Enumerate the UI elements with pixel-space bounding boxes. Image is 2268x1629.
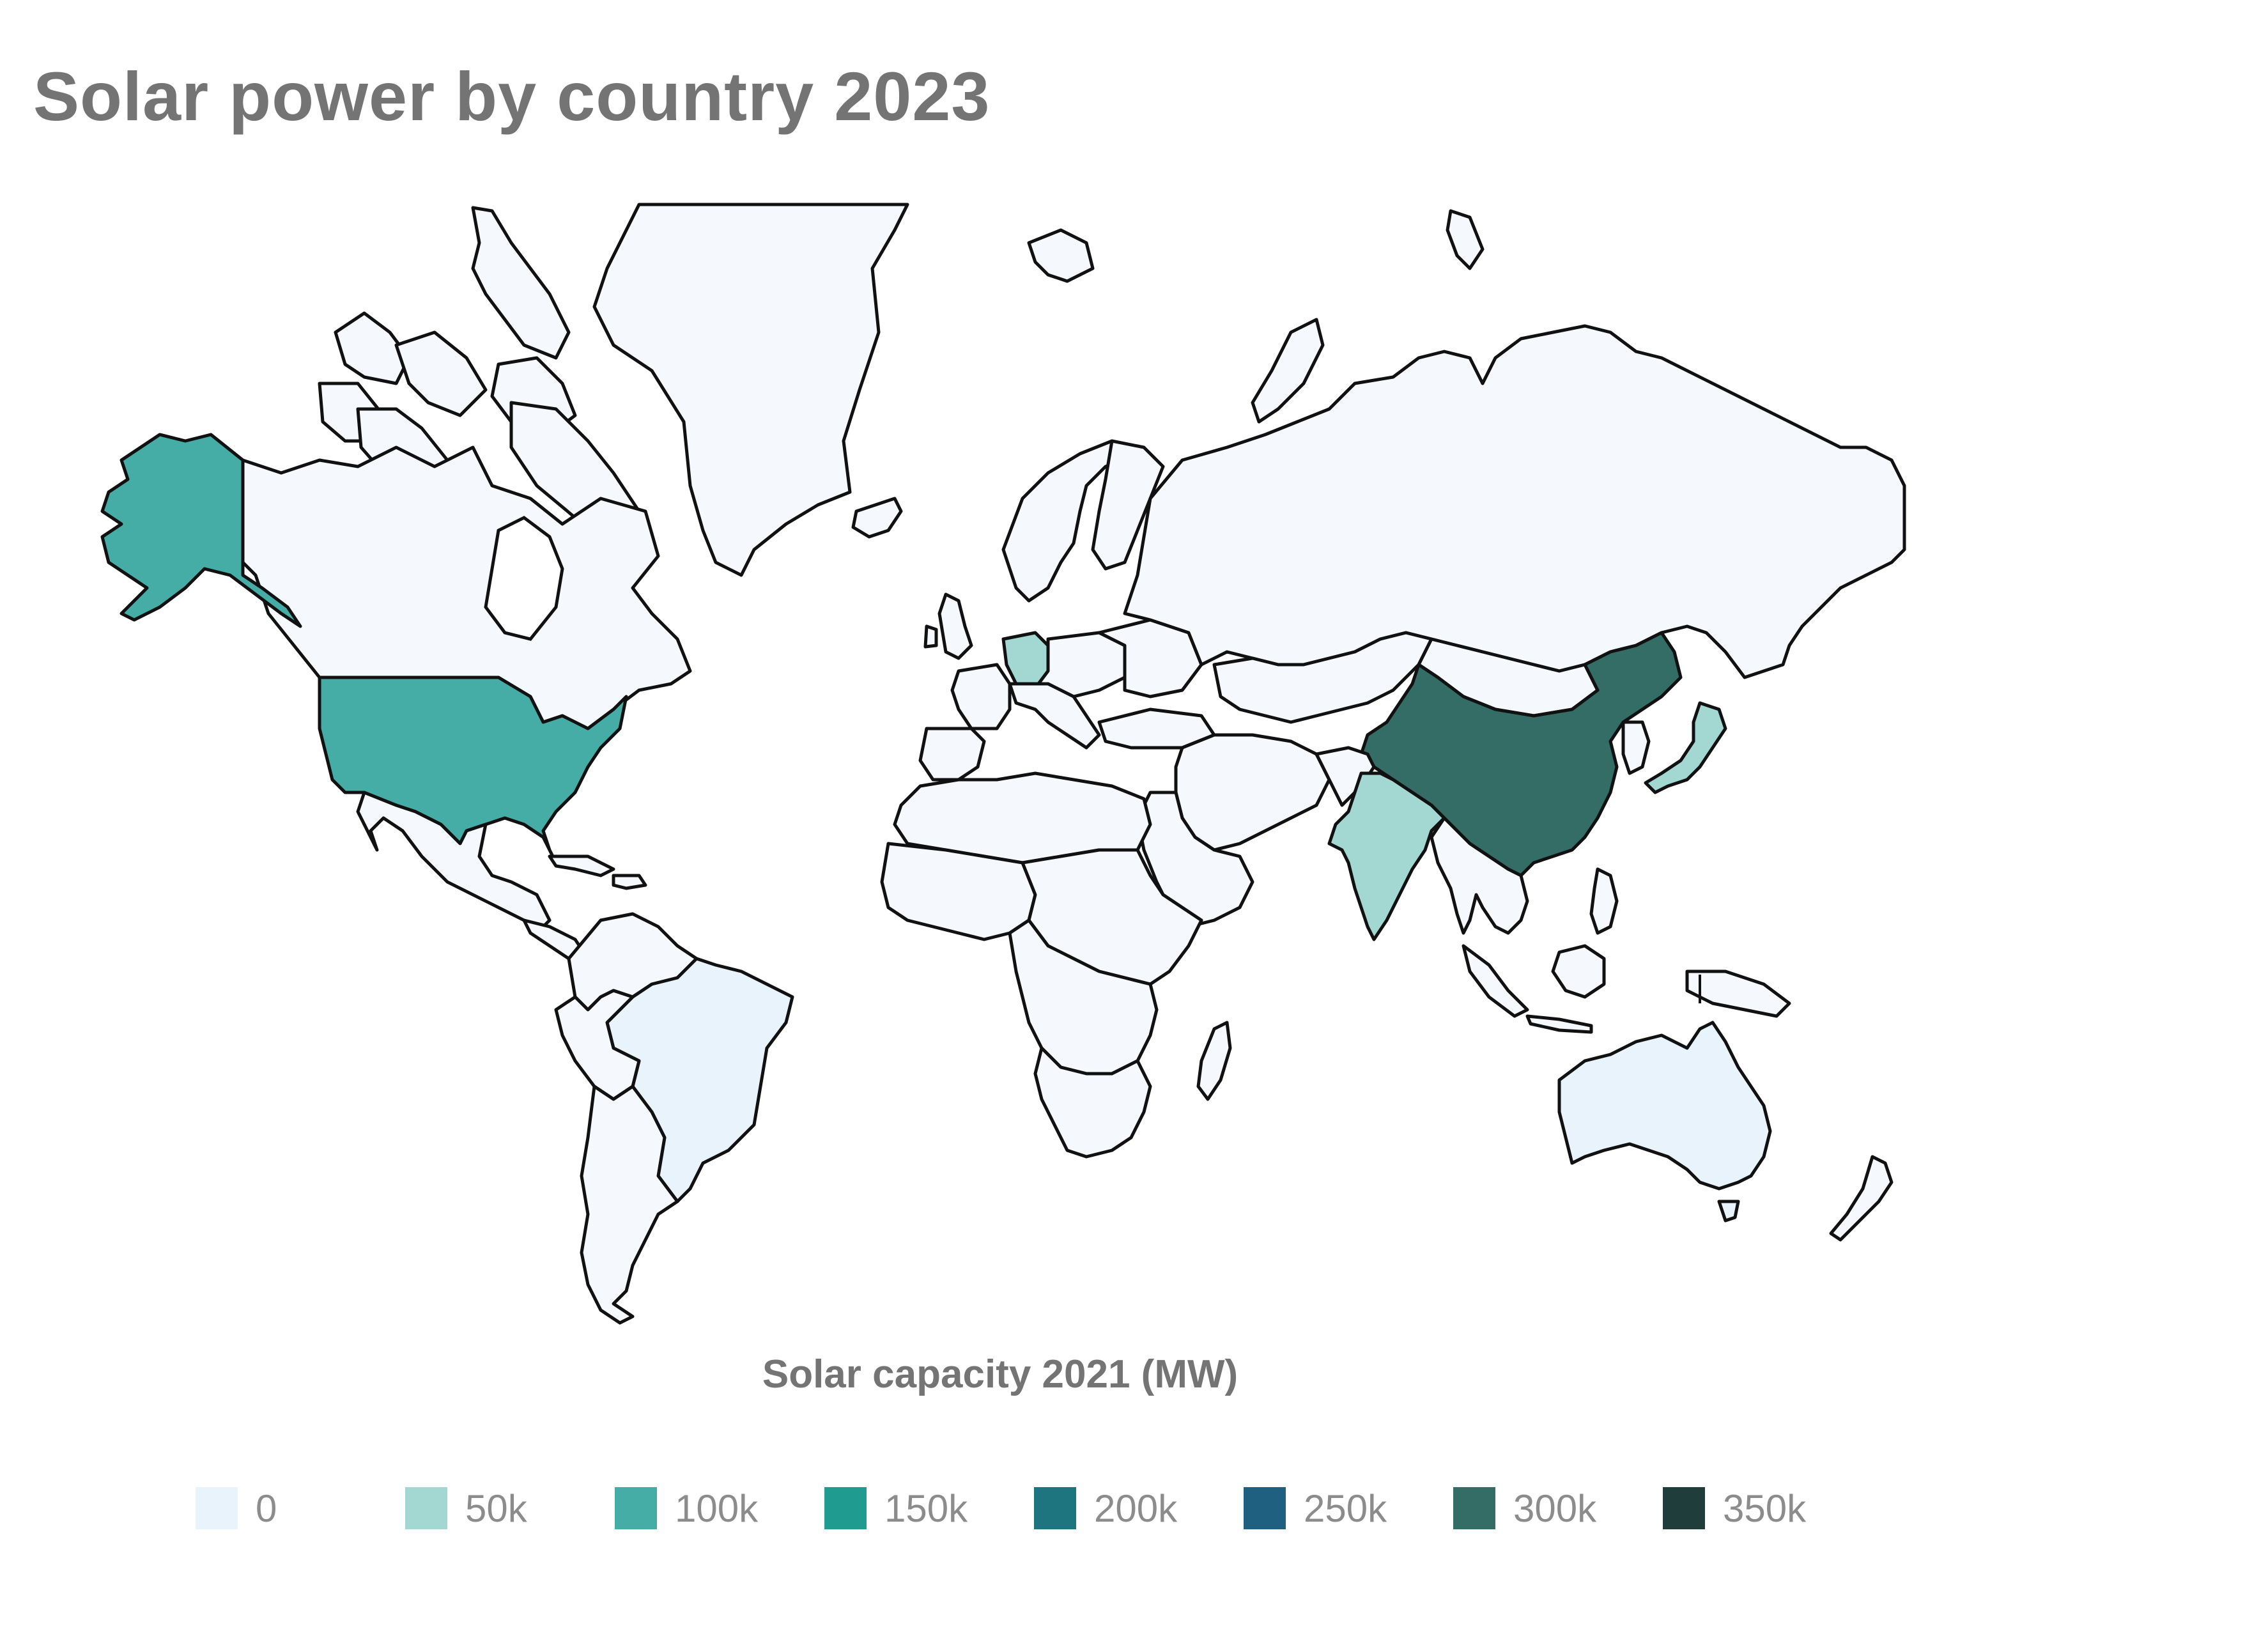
- country-philippines[interactable]: [1589, 867, 1619, 935]
- country-west-africa[interactable]: [880, 842, 1037, 941]
- country-new-zealand[interactable]: [1829, 1155, 1894, 1242]
- country-sumatra[interactable]: [1462, 944, 1529, 1018]
- country-novaya-zemlya[interactable]: [1251, 318, 1325, 424]
- legend-label: 150k: [884, 1486, 968, 1530]
- country-finland[interactable]: [1091, 439, 1165, 571]
- country-svalbard[interactable]: [1027, 228, 1095, 283]
- legend-label: 0: [256, 1486, 277, 1530]
- legend-swatch: [615, 1487, 657, 1529]
- country-uk[interactable]: [937, 592, 973, 660]
- legend-swatch: [1453, 1487, 1495, 1529]
- country-arabia[interactable]: [1136, 791, 1254, 929]
- legend-swatch: [1244, 1487, 1286, 1529]
- country-korea[interactable]: [1621, 720, 1651, 775]
- legend-label: 200k: [1094, 1486, 1178, 1530]
- legend-item[interactable]: 300k: [1453, 1483, 1596, 1534]
- legend-swatch: [196, 1487, 238, 1529]
- country-germany[interactable]: [1001, 631, 1050, 686]
- country-canada-islands-2[interactable]: [334, 311, 411, 385]
- country-india[interactable]: [1327, 771, 1446, 941]
- country-italy-balkans[interactable]: [1008, 682, 1101, 750]
- country-greenland[interactable]: [592, 203, 909, 577]
- legend-label: 300k: [1513, 1486, 1597, 1530]
- country-france[interactable]: [950, 663, 1012, 730]
- legend-swatch: [1663, 1487, 1705, 1529]
- legend-item[interactable]: 50k: [405, 1483, 527, 1534]
- country-tasmania[interactable]: [1717, 1200, 1740, 1223]
- country-southern-cone[interactable]: [580, 1085, 679, 1325]
- country-southern-africa[interactable]: [1033, 1046, 1152, 1159]
- country-madagascar[interactable]: [1196, 1021, 1232, 1101]
- country-java[interactable]: [1525, 1014, 1593, 1034]
- legend-label: 100k: [675, 1486, 759, 1530]
- country-middle-east[interactable]: [1174, 733, 1331, 852]
- legend-label: 350k: [1723, 1486, 1807, 1530]
- country-australia[interactable]: [1557, 1021, 1772, 1191]
- country-iceland[interactable]: [851, 497, 903, 539]
- country-ireland[interactable]: [923, 624, 938, 649]
- legend-item[interactable]: 200k: [1034, 1483, 1177, 1534]
- country-scandinavia[interactable]: [1001, 439, 1133, 603]
- legend-title: Solar capacity 2021 (MW): [762, 1352, 1238, 1396]
- country-severnaya[interactable]: [1446, 209, 1485, 270]
- country-russia[interactable]: [1123, 324, 1906, 679]
- country-alaska[interactable]: [100, 433, 302, 628]
- legend-swatch: [405, 1487, 447, 1529]
- page-title: Solar power by country 2023: [33, 58, 991, 135]
- legend-item[interactable]: 150k: [824, 1483, 968, 1534]
- legend-item[interactable]: 0: [196, 1483, 277, 1534]
- legend-swatch: [1034, 1487, 1076, 1529]
- country-new-guinea[interactable]: [1685, 969, 1791, 1018]
- legend-item[interactable]: 350k: [1663, 1483, 1806, 1534]
- country-cuba[interactable]: [548, 854, 615, 877]
- country-andes[interactable]: [554, 989, 641, 1101]
- legend-item[interactable]: 250k: [1244, 1483, 1387, 1534]
- country-central-africa[interactable]: [1008, 918, 1159, 1076]
- hudson-bay: [484, 516, 564, 641]
- legend-swatch: [824, 1487, 867, 1529]
- country-japan[interactable]: [1644, 701, 1727, 794]
- legend-label: 250k: [1304, 1486, 1387, 1530]
- legend-item[interactable]: 100k: [615, 1483, 758, 1534]
- country-canada-islands-3[interactable]: [394, 330, 488, 417]
- country-borneo[interactable]: [1551, 944, 1606, 999]
- country-usa[interactable]: [318, 676, 628, 865]
- country-iberia[interactable]: [918, 727, 986, 782]
- country-canada-islands[interactable]: [471, 206, 571, 360]
- country-southeast-asia[interactable]: [1430, 816, 1529, 935]
- legend-label: 50k: [465, 1486, 527, 1530]
- country-hispaniola[interactable]: [612, 874, 647, 890]
